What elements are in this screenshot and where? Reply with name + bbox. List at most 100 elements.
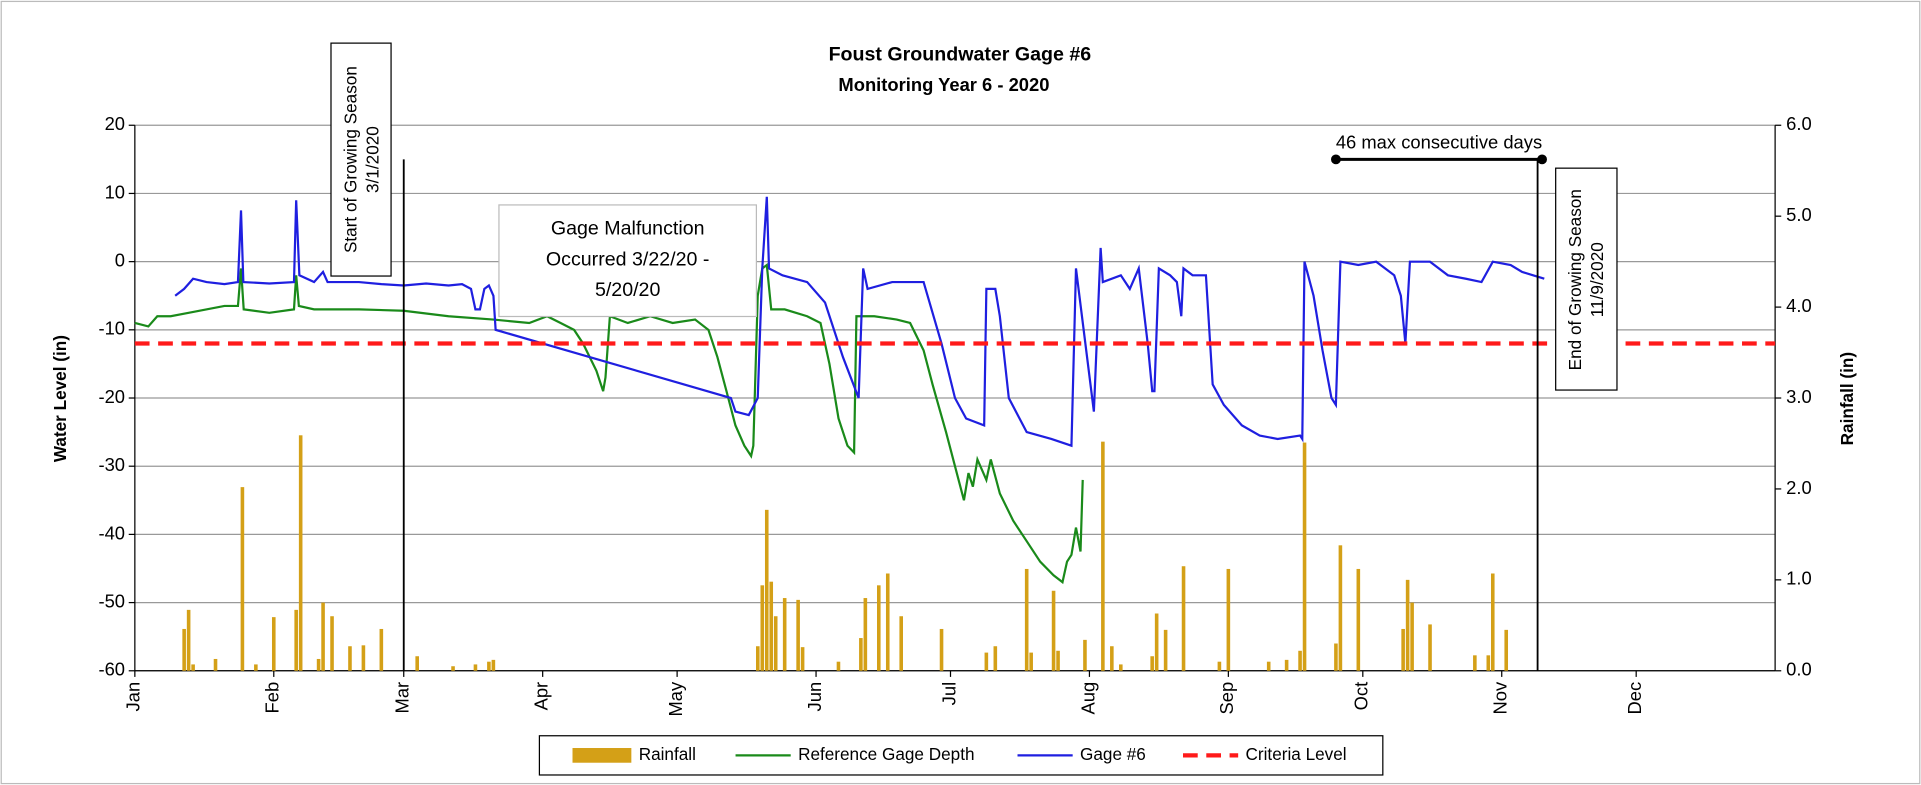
legend-label: Gage #6	[1080, 744, 1146, 764]
chart-subtitle: Monitoring Year 6 - 2020	[838, 74, 1049, 95]
rain-bar	[764, 509, 769, 671]
x-tick-label: Nov	[1490, 681, 1511, 714]
rain-bar	[361, 645, 366, 671]
rain-bar	[1428, 624, 1432, 671]
rain-bar	[1266, 661, 1271, 671]
annotation-text: Occurred 3/22/20 -	[546, 248, 710, 270]
rain-bar	[1504, 629, 1509, 671]
y-axis-title: Water Level (in)	[50, 335, 70, 462]
legend-label: Reference Gage Depth	[798, 744, 974, 764]
legend-swatch	[572, 748, 632, 763]
rain-bar	[1284, 659, 1289, 671]
rain-bar	[316, 658, 321, 671]
rain-bar	[885, 573, 890, 671]
rain-bar	[1110, 646, 1114, 671]
rain-bar	[254, 664, 258, 671]
rain-bar	[773, 616, 778, 671]
rain-bar	[800, 647, 805, 671]
annotation-text: 46 max consecutive days	[1336, 131, 1542, 152]
y2-tick-label: 1.0	[1786, 568, 1812, 589]
y-tick-label: -20	[98, 386, 125, 407]
rain-bar	[1051, 590, 1056, 671]
y2-tick-label: 0.0	[1786, 659, 1812, 680]
annotation-box	[1555, 167, 1618, 391]
rain-bar	[1154, 613, 1159, 671]
rain-bar	[1298, 650, 1302, 671]
rain-bar	[191, 664, 195, 671]
annotation-box	[498, 204, 757, 318]
x-tick-label: Jan	[123, 682, 144, 712]
annotation-text: End of Growing Season	[1565, 189, 1585, 370]
x-tick-label: Apr	[531, 682, 552, 711]
y2-tick-label: 3.0	[1786, 386, 1812, 407]
rain-bar	[294, 609, 298, 671]
annotation-text: Start of Growing Season	[340, 66, 360, 253]
rain-bar	[1401, 628, 1405, 671]
rain-bar	[240, 487, 245, 671]
x-tick-label: Mar	[392, 682, 413, 714]
y2-tick-label: 6.0	[1786, 113, 1812, 134]
y2-tick-label: 2.0	[1786, 477, 1812, 498]
plot-area: -60 -50 -40 -30 -20 -10 0 10 20 0.0 1.0 2.0 3.0 4.0 5.…	[98, 42, 1812, 717]
rain-bar	[756, 646, 760, 671]
rain-bar	[796, 599, 800, 671]
rain-bar	[1473, 655, 1477, 671]
rain-bar	[1150, 656, 1154, 671]
rain-bar	[1410, 602, 1414, 671]
rain-bar	[1119, 664, 1123, 671]
rain-bar	[836, 661, 841, 671]
x-tick-label: Aug	[1077, 682, 1098, 715]
rain-bar	[1056, 650, 1060, 671]
rain-bar	[1338, 545, 1343, 671]
annotation-text: 11/9/2020	[1587, 242, 1607, 317]
y-tick-label: -10	[98, 318, 125, 339]
rain-bar	[415, 656, 419, 671]
rain-bar	[379, 628, 384, 671]
rain-bar	[877, 585, 881, 671]
rain-bar	[330, 616, 334, 671]
x-tick-label: Feb	[262, 682, 283, 714]
y-tick-label: 10	[105, 181, 125, 202]
rain-bar	[271, 617, 276, 671]
rain-bar	[984, 652, 989, 671]
x-tick-label: Dec	[1624, 682, 1645, 715]
rain-bar	[321, 602, 325, 671]
x-tick-label: May	[665, 681, 686, 717]
x-tick-label: Jul	[938, 682, 959, 705]
rain-bar	[782, 598, 787, 671]
legend-box	[538, 735, 1384, 776]
legend-label: Rainfall	[639, 744, 696, 764]
rain-bar	[186, 609, 191, 671]
rain-bar	[487, 661, 491, 671]
legend: Rainfall Reference Gage Depth Gage #6 Crite…	[538, 735, 1384, 776]
rain-bar	[1490, 573, 1495, 671]
y-tick-label: -40	[98, 522, 125, 543]
y-tick-label: 20	[105, 113, 125, 134]
y-tick-label: -30	[98, 454, 125, 475]
x-tick-label: Sep	[1216, 682, 1237, 715]
rain-bar	[899, 616, 903, 671]
y2-tick-label: 4.0	[1786, 295, 1812, 316]
rain-bar	[1163, 629, 1168, 671]
rain-bar	[1405, 579, 1410, 671]
rain-bar	[1024, 568, 1029, 671]
rain-bar	[1356, 568, 1361, 671]
y2-axis-title: Rainfall (in)	[1837, 352, 1857, 445]
rain-bar	[1029, 652, 1033, 671]
legend-label: Criteria Level	[1246, 744, 1347, 764]
x-tick-label: Jun	[804, 682, 825, 712]
consecutive-end	[1537, 154, 1547, 165]
y-tick-label: 0	[115, 249, 125, 270]
rain-bar	[1083, 639, 1087, 671]
y2-tick-label: 5.0	[1786, 204, 1812, 225]
rain-bar	[1217, 661, 1222, 671]
rain-bar	[1334, 643, 1338, 671]
annotation-text: 5/20/20	[595, 279, 661, 301]
annotation-box	[330, 42, 392, 277]
rain-bar	[491, 659, 496, 671]
rain-bar	[760, 585, 765, 671]
y-tick-label: -50	[98, 590, 125, 611]
rain-bar	[993, 646, 998, 671]
